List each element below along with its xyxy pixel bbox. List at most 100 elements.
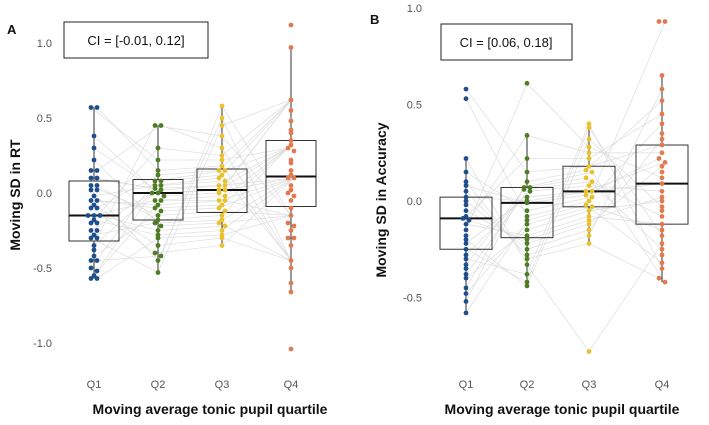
data-point: [219, 213, 225, 218]
data-point: [216, 220, 222, 226]
data-point: [88, 220, 94, 226]
data-point: [85, 213, 91, 218]
panel-b-letter: B: [370, 12, 379, 27]
subject-line: [93, 147, 289, 216]
data-point: [589, 188, 595, 194]
subject-line: [93, 177, 295, 236]
data-point: [222, 178, 228, 184]
data-point: [94, 228, 100, 233]
data-point: [589, 204, 595, 210]
data-point: [88, 228, 94, 233]
data-point: [222, 168, 228, 173]
data-point: [94, 205, 100, 211]
subject-line: [96, 105, 292, 261]
data-point: [524, 200, 530, 206]
subject-line: [96, 125, 292, 239]
subject-line: [96, 147, 289, 209]
data-point: [158, 187, 164, 193]
data-point: [288, 45, 294, 50]
data-point: [288, 289, 294, 295]
data-point: [659, 73, 665, 78]
data-point: [291, 223, 297, 229]
data-point: [463, 266, 469, 271]
data-point: [285, 220, 291, 226]
data-point: [155, 217, 161, 223]
data-point: [219, 243, 225, 248]
data-point: [285, 175, 291, 181]
data-point: [97, 213, 103, 218]
subject-line: [465, 158, 663, 353]
panel-a-ci-box: [63, 21, 209, 59]
data-point: [659, 233, 665, 239]
panel-b-x-axis-title: Moving average tonic pupil quartile: [445, 401, 680, 417]
data-point: [288, 187, 294, 193]
data-point: [463, 310, 469, 316]
data-point: [586, 217, 592, 223]
subject-line: [93, 99, 292, 197]
data-point: [288, 258, 294, 263]
panel-a-connecting-lines: [90, 99, 295, 279]
subject-line: [462, 196, 663, 241]
data-point: [583, 175, 589, 181]
data-point: [524, 217, 530, 223]
data-point: [524, 194, 530, 200]
data-point: [662, 160, 668, 165]
data-point: [589, 179, 595, 185]
data-point: [288, 118, 294, 124]
data-point: [659, 121, 665, 127]
panel-b-ci-box: [440, 23, 573, 61]
data-point: [288, 280, 294, 286]
data-point: [222, 193, 228, 199]
subject-line: [465, 123, 663, 212]
subject-line: [465, 204, 663, 314]
data-point: [463, 291, 469, 296]
data-point: [288, 160, 294, 166]
data-point: [521, 187, 527, 192]
data-point: [158, 208, 164, 214]
data-point: [94, 276, 100, 281]
data-point: [219, 153, 225, 158]
iqr-box: [68, 180, 120, 242]
data-point: [152, 220, 158, 226]
data-point: [586, 136, 592, 142]
data-point: [288, 205, 294, 211]
data-point: [463, 271, 469, 277]
data-point: [219, 202, 225, 208]
data-point: [158, 223, 164, 229]
data-point: [659, 142, 665, 148]
data-point: [288, 228, 294, 233]
data-point: [291, 148, 297, 154]
x-tick-label: Q1: [87, 379, 102, 391]
data-point: [216, 198, 222, 203]
subject-line: [465, 162, 666, 244]
data-point: [524, 214, 530, 219]
data-point: [527, 188, 533, 194]
data-point: [152, 198, 158, 203]
data-point: [463, 86, 469, 92]
subject-line: [93, 99, 292, 197]
data-point: [656, 275, 662, 281]
data-point: [216, 168, 222, 173]
subject-line: [465, 215, 663, 237]
data-point: [222, 183, 228, 188]
data-point: [91, 145, 97, 151]
data-point: [219, 163, 225, 169]
subject-line: [96, 174, 292, 272]
data-point: [659, 169, 665, 175]
data-point: [158, 253, 164, 259]
data-point: [659, 198, 665, 204]
panel-b-x-ticks: Q1 Q2 Q3 Q4: [459, 379, 670, 391]
data-point: [659, 111, 665, 117]
data-point: [149, 190, 155, 196]
data-point: [659, 214, 665, 219]
data-point: [155, 145, 161, 151]
data-point: [161, 193, 167, 199]
panel-a-letter: A: [7, 22, 17, 37]
data-point: [219, 235, 225, 241]
data-point: [152, 178, 158, 184]
data-point: [463, 198, 469, 204]
data-point: [288, 130, 294, 136]
data-point: [219, 172, 225, 178]
data-point: [91, 247, 97, 253]
